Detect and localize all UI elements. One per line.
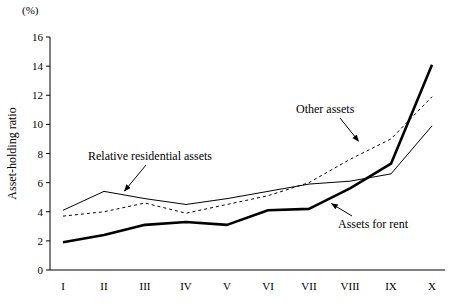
y-tick: [46, 211, 50, 212]
y-tick: [46, 66, 50, 67]
x-axis: [50, 270, 445, 271]
y-tick: [46, 240, 50, 241]
series-label: Assets for rent: [338, 217, 409, 231]
x-tick-label: III: [140, 280, 151, 292]
label-arrow: [340, 118, 359, 141]
y-tick-label: 4: [38, 206, 44, 218]
series-line: [63, 65, 432, 243]
series-label: Other assets: [296, 102, 355, 116]
x-tick-label: IV: [180, 280, 192, 292]
plot-area: [63, 65, 432, 243]
x-tick-label: VIII: [341, 280, 360, 292]
series-label: Relative residential assets: [88, 149, 212, 163]
series-line: [63, 97, 432, 216]
y-tick-label: 0: [38, 264, 44, 276]
label-arrow: [125, 165, 147, 191]
x-tick-label: I: [61, 280, 65, 292]
x-tick-label: VII: [301, 280, 317, 292]
y-axis-label: Asset-holding ratio: [5, 107, 19, 199]
y-tick-label: 10: [32, 118, 44, 130]
series-line: [63, 126, 432, 210]
unit-label: (%): [22, 4, 39, 17]
x-tick-label: VI: [262, 280, 274, 292]
y-tick-label: 12: [32, 89, 43, 101]
y-tick: [46, 124, 50, 125]
y-tick-label: 16: [32, 31, 44, 43]
x-tick-label: II: [100, 280, 108, 292]
y-tick: [46, 182, 50, 183]
x-tick-label: IX: [385, 280, 397, 292]
y-tick-label: 14: [32, 60, 44, 72]
x-tick-label: X: [428, 280, 436, 292]
y-tick: [46, 153, 50, 154]
y-tick: [46, 37, 50, 38]
y-tick: [46, 95, 50, 96]
y-tick-label: 2: [38, 235, 44, 247]
x-tick-label: V: [223, 280, 231, 292]
y-tick-label: 8: [38, 148, 44, 160]
chart: 0246810121416IIIIIIIVVVIVIIVIIIIXXAsset-…: [0, 0, 466, 307]
y-tick: [46, 270, 50, 271]
y-tick-label: 6: [38, 177, 44, 189]
label-arrow: [332, 204, 353, 216]
